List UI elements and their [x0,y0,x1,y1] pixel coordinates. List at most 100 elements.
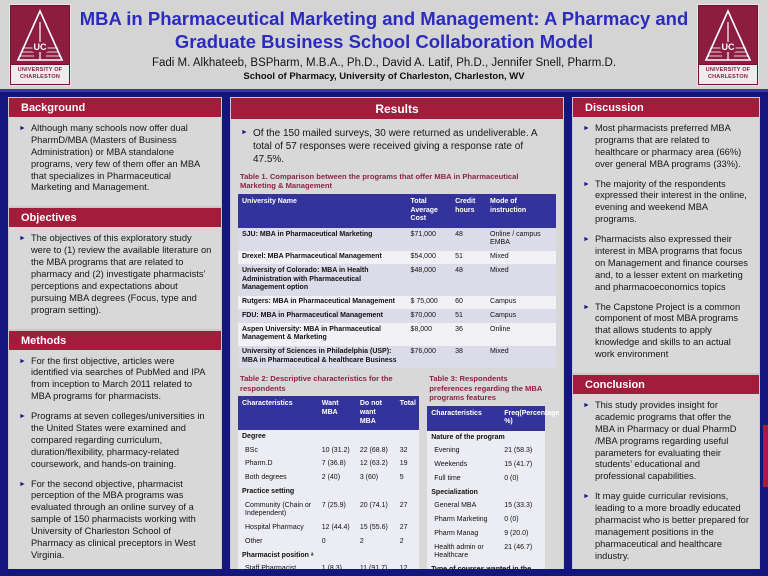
bullet-item: ► Pharmacists also expressed their intere… [580,234,752,293]
row-label-cell: Staff Pharmacist [238,562,318,569]
row-label-cell: Aspen University: MBA in Pharmaceutical … [238,323,407,346]
discussion-section: ► Most pharmacists preferred MBA programs… [572,117,760,375]
table-row: Hospital Pharmacy 12 (44.4) 15 (55.6) 27 [238,521,420,536]
row-label-cell: University of Sciences in Philadelphia (… [238,345,407,369]
table-header-row: University Name Total Average Cost Credit … [238,193,556,229]
tables-2-3-row: Table 2: Descriptive characteristics for… [238,370,559,569]
uc-logo-left: UC UNIVERSITY OF CHARLESTON [10,4,70,85]
value-cell: Mixed [486,250,556,265]
table2-caption: Table 2: Descriptive characteristics for… [240,374,393,393]
table-row: Drexel: MBA Pharmaceutical Management $54… [238,250,556,265]
column-header: Credit hours [451,193,487,229]
right-edge-accent [763,425,768,487]
value-cell: Campus [486,295,556,310]
value-cell: 51 [451,250,487,265]
value-cell: 12 (63.2) [355,457,396,472]
group-label-cell: Specialization [427,486,545,500]
results-bullets: ► Of the 150 mailed surveys, 30 were retu… [238,127,556,166]
row-label-cell: Both degrees [238,471,318,486]
table-row: University of Colorado: MBA in Health Ad… [238,264,556,296]
bullet-item: ► For the first objective, articles were … [16,356,214,404]
value-cell: 48 [451,228,487,251]
column-header: Total [395,396,420,431]
value-cell: $8,000 [406,323,452,346]
table-row: Weekends 15 (41.7) [427,458,545,473]
column-header: Do not want MBA [355,396,396,431]
value-cell: $54,000 [406,250,452,265]
value-cell: Mixed [486,345,556,369]
table1-programs-comparison: University Name Total Average Cost Credit … [238,193,556,369]
bullet-text: For the first objective, articles were i… [30,355,205,402]
value-cell: 27 [395,499,420,522]
value-cell: Campus [486,309,556,324]
value-cell: 20 (74.1) [355,499,396,522]
uc-logo-caption: UNIVERSITY OF CHARLESTON [699,64,757,84]
bullet-item: ► Programs at seven colleges/universities… [16,411,214,470]
header-text: MBA in Pharmaceutical Marketing and Mana… [70,7,698,82]
bullet-item: ► It may guide curricular revisions, lead… [580,491,752,562]
row-label-cell: Hospital Pharmacy [238,521,318,536]
section-heading-methods: Methods [8,329,222,350]
bullet-text: This study provides insight for academic… [594,400,737,482]
row-label-cell: Rutgers: MBA in Pharmaceutical Managemen… [238,295,407,310]
row-label-cell: Weekends [427,458,501,473]
row-label-cell: General MBA [427,499,501,514]
bullet-text: Most pharmacists preferred MBA programs … [594,123,742,169]
table-row: Aspen University: MBA in Pharmaceutical … [238,323,556,346]
left-column: Background ► Although many schools now of… [8,97,222,569]
bullet-arrow-icon: ► [583,180,590,188]
bullet-text: Although many schools now offer dual Pha… [30,123,200,193]
value-cell: 2 [395,535,420,550]
right-column: Discussion ► Most pharmacists preferred M… [572,97,760,569]
bullet-item: ► For the second objective, pharmacist pe… [16,479,214,562]
row-label-cell: Pharm Manag [427,527,501,542]
value-cell: 9 (20.0) [500,527,545,542]
group-label-cell: Type of courses wanted in the MBA progra… [427,563,545,569]
value-cell: 2 (40) [317,471,356,486]
row-label-cell: FDU: MBA in Pharmaceutical Management [238,309,407,324]
bullet-text: Of the 150 mailed surveys, 30 were retur… [252,128,537,165]
value-cell: 11 (91.7) [355,562,396,569]
bullet-arrow-icon: ► [19,357,26,365]
results-section: ► Of the 150 mailed surveys, 30 were retu… [230,119,564,569]
value-cell: 0 (0) [500,472,545,487]
bullet-arrow-icon: ► [241,129,248,136]
table-row: Health admin or Healthcare 21 (46.7) [427,541,545,564]
bullet-text: The Capstone Project is a common compone… [594,301,741,360]
table3-caption: Table 3: Respondents preferences regardi… [429,374,543,403]
bullet-item: ► This study provides insight for academi… [580,400,752,483]
bullet-item: ► Although many schools now offer dual Ph… [16,123,214,194]
objectives-section: ► The objectives of this exploratory stud… [8,227,222,330]
row-label-cell: Community (Chain or Independent) [238,499,318,522]
table-row: Both degrees 2 (40) 3 (60) 5 [238,471,420,486]
value-cell: 7 (25.9) [317,499,356,522]
bullet-item: ► The Capstone Project is a common compon… [580,302,752,361]
group-label-cell: Pharmacist position ᵃ [238,549,420,563]
value-cell: 15 (33.3) [500,499,545,514]
value-cell: 27 [395,521,420,536]
bullet-item: ► The majority of the respondents express… [580,179,752,227]
table-row: Evening 21 (58.3) [427,444,545,459]
value-cell: 51 [451,309,487,324]
column-header: Total Average Cost [406,193,452,229]
value-cell: 12 (44.4) [317,521,356,536]
poster-header: UC UNIVERSITY OF CHARLESTON MBA in Pharm… [0,0,768,92]
table-row: Staff Pharmacist 1 (8.3) 11 (91.7) 12 [238,562,420,569]
table1-caption: Table 1. Comparison between the programs… [240,172,519,191]
value-cell: 19 [395,457,420,472]
column-header: Want MBA [317,396,356,431]
table-row: Pharm Manag 9 (20.0) [427,527,545,542]
row-label-cell: Health admin or Healthcare [427,541,501,564]
bullet-arrow-icon: ► [19,235,26,243]
table-row: Pharmacist position ᵃ [238,549,420,563]
table-row: SJU: MBA in Pharmaceutical Marketing $71,… [238,228,556,251]
table-row: BSc 10 (31.2) 22 (68.8) 32 [238,444,420,458]
row-label-cell: University of Colorado: MBA in Health Ad… [238,264,407,296]
column-header: University Name [238,193,407,229]
bullet-arrow-icon: ► [19,125,26,132]
value-cell: 12 [395,562,420,569]
value-cell: $ 75,000 [406,295,452,310]
value-cell: 3 (60) [355,471,396,486]
table-row: FDU: MBA in Pharmaceutical Management $70… [238,309,556,324]
column-header: Characteristics [238,396,318,431]
